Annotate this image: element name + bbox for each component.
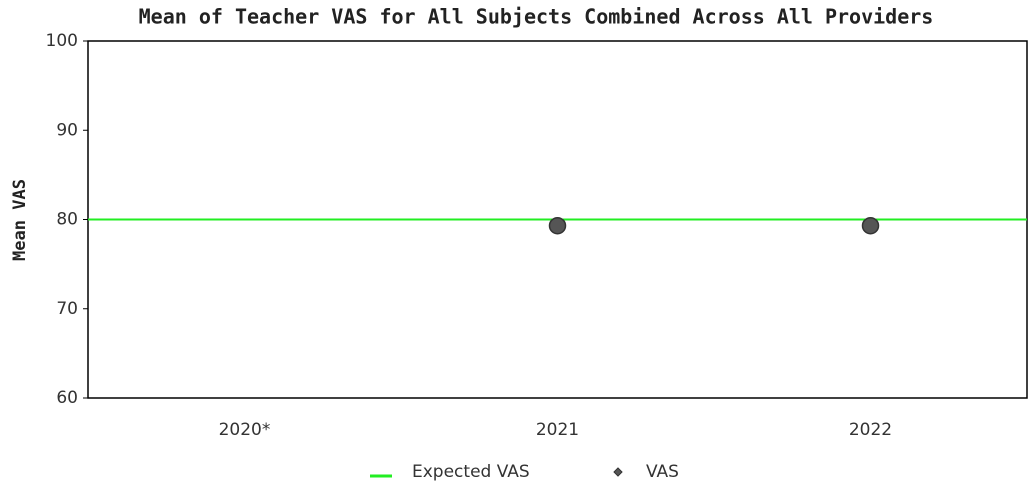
x-tick-label: 2020* [219, 420, 271, 440]
y-tick-label: 90 [56, 120, 78, 140]
y-tick-label: 60 [56, 388, 78, 408]
legend-label: VAS [646, 462, 679, 482]
x-tick-label: 2021 [536, 420, 579, 440]
y-tick-label: 100 [46, 31, 78, 51]
y-tick-label: 80 [56, 210, 78, 230]
legend-swatch [613, 467, 623, 477]
data-point [861, 216, 880, 235]
legend-label: Expected VAS [412, 462, 530, 482]
y-tick-label: 70 [56, 299, 78, 319]
y-axis-label: Mean VAS [10, 179, 30, 261]
data-point [548, 216, 567, 235]
chart-title: Mean of Teacher VAS for All Subjects Com… [139, 5, 934, 29]
x-tick-label: 2022 [849, 420, 892, 440]
